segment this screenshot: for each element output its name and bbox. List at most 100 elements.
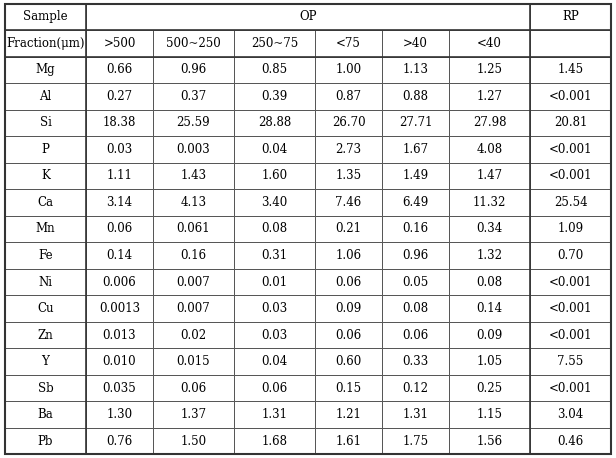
Text: 1.43: 1.43 [180,169,206,182]
Text: 0.34: 0.34 [476,223,503,235]
Text: 0.27: 0.27 [107,90,132,103]
Text: 0.96: 0.96 [180,64,206,76]
Text: 3.40: 3.40 [261,196,288,209]
Text: 1.09: 1.09 [557,223,583,235]
Text: Si: Si [39,116,51,130]
Text: 0.015: 0.015 [177,355,210,368]
Text: 20.81: 20.81 [554,116,587,130]
Text: Sample: Sample [23,11,68,23]
Text: Zn: Zn [38,328,54,342]
Text: 0.04: 0.04 [261,355,288,368]
Text: 0.33: 0.33 [402,355,429,368]
Text: Ni: Ni [38,276,52,289]
Text: 6.49: 6.49 [402,196,429,209]
Text: 0.06: 0.06 [261,382,288,394]
Text: 0.85: 0.85 [261,64,288,76]
Text: 0.66: 0.66 [107,64,132,76]
Text: Ba: Ba [38,408,54,421]
Text: Ca: Ca [38,196,54,209]
Text: <40: <40 [477,37,502,50]
Text: 0.006: 0.006 [103,276,136,289]
Text: 0.25: 0.25 [476,382,503,394]
Text: 0.14: 0.14 [107,249,132,262]
Text: <0.001: <0.001 [549,328,593,342]
Text: 0.76: 0.76 [107,435,132,447]
Text: 1.05: 1.05 [476,355,503,368]
Text: 7.46: 7.46 [335,196,362,209]
Text: 1.31: 1.31 [262,408,288,421]
Text: 0.08: 0.08 [476,276,503,289]
Text: 0.03: 0.03 [107,143,132,156]
Text: 0.04: 0.04 [261,143,288,156]
Text: 1.37: 1.37 [180,408,206,421]
Text: 1.49: 1.49 [402,169,429,182]
Text: 0.035: 0.035 [103,382,136,394]
Text: 0.06: 0.06 [180,382,206,394]
Text: 11.32: 11.32 [473,196,506,209]
Text: 1.00: 1.00 [336,64,362,76]
Text: 0.60: 0.60 [335,355,362,368]
Text: 250~75: 250~75 [251,37,298,50]
Text: 0.02: 0.02 [180,328,206,342]
Text: OP: OP [299,11,317,23]
Text: 1.25: 1.25 [477,64,503,76]
Text: 0.09: 0.09 [335,302,362,315]
Text: 0.06: 0.06 [335,328,362,342]
Text: 0.007: 0.007 [177,302,210,315]
Text: 28.88: 28.88 [258,116,291,130]
Text: 0.09: 0.09 [476,328,503,342]
Text: <0.001: <0.001 [549,276,593,289]
Text: 1.15: 1.15 [477,408,503,421]
Text: <0.001: <0.001 [549,302,593,315]
Text: Al: Al [39,90,52,103]
Text: 1.60: 1.60 [261,169,288,182]
Text: 0.03: 0.03 [261,302,288,315]
Text: 0.37: 0.37 [180,90,206,103]
Text: 0.003: 0.003 [177,143,210,156]
Text: 0.16: 0.16 [402,223,429,235]
Text: 0.06: 0.06 [335,276,362,289]
Text: 1.32: 1.32 [477,249,503,262]
Text: 4.08: 4.08 [476,143,503,156]
Text: P: P [41,143,49,156]
Text: 1.21: 1.21 [336,408,362,421]
Text: 0.70: 0.70 [557,249,584,262]
Text: <0.001: <0.001 [549,143,593,156]
Text: 18.38: 18.38 [103,116,136,130]
Text: 1.27: 1.27 [477,90,503,103]
Text: 27.98: 27.98 [472,116,506,130]
Text: 3.04: 3.04 [557,408,584,421]
Text: 0.16: 0.16 [180,249,206,262]
Text: >40: >40 [403,37,428,50]
Text: 1.50: 1.50 [180,435,206,447]
Text: <0.001: <0.001 [549,169,593,182]
Text: 0.05: 0.05 [402,276,429,289]
Text: 1.61: 1.61 [336,435,362,447]
Text: 7.55: 7.55 [557,355,584,368]
Text: 4.13: 4.13 [180,196,206,209]
Text: 500~250: 500~250 [166,37,221,50]
Text: 27.71: 27.71 [399,116,432,130]
Text: Mn: Mn [36,223,55,235]
Text: 0.46: 0.46 [557,435,584,447]
Text: 1.35: 1.35 [336,169,362,182]
Text: 0.87: 0.87 [336,90,362,103]
Text: 0.08: 0.08 [261,223,288,235]
Text: RP: RP [562,11,579,23]
Text: 1.67: 1.67 [402,143,429,156]
Text: Fraction(μm): Fraction(μm) [6,37,85,50]
Text: 0.0013: 0.0013 [99,302,140,315]
Text: <0.001: <0.001 [549,90,593,103]
Text: 0.007: 0.007 [177,276,210,289]
Text: 1.31: 1.31 [402,408,429,421]
Text: 1.11: 1.11 [107,169,132,182]
Text: 2.73: 2.73 [336,143,362,156]
Text: Y: Y [41,355,49,368]
Text: 1.06: 1.06 [336,249,362,262]
Text: 0.21: 0.21 [336,223,362,235]
Text: 1.45: 1.45 [557,64,583,76]
Text: 3.14: 3.14 [107,196,132,209]
Text: 1.47: 1.47 [476,169,503,182]
Text: 1.75: 1.75 [402,435,429,447]
Text: 1.13: 1.13 [402,64,429,76]
